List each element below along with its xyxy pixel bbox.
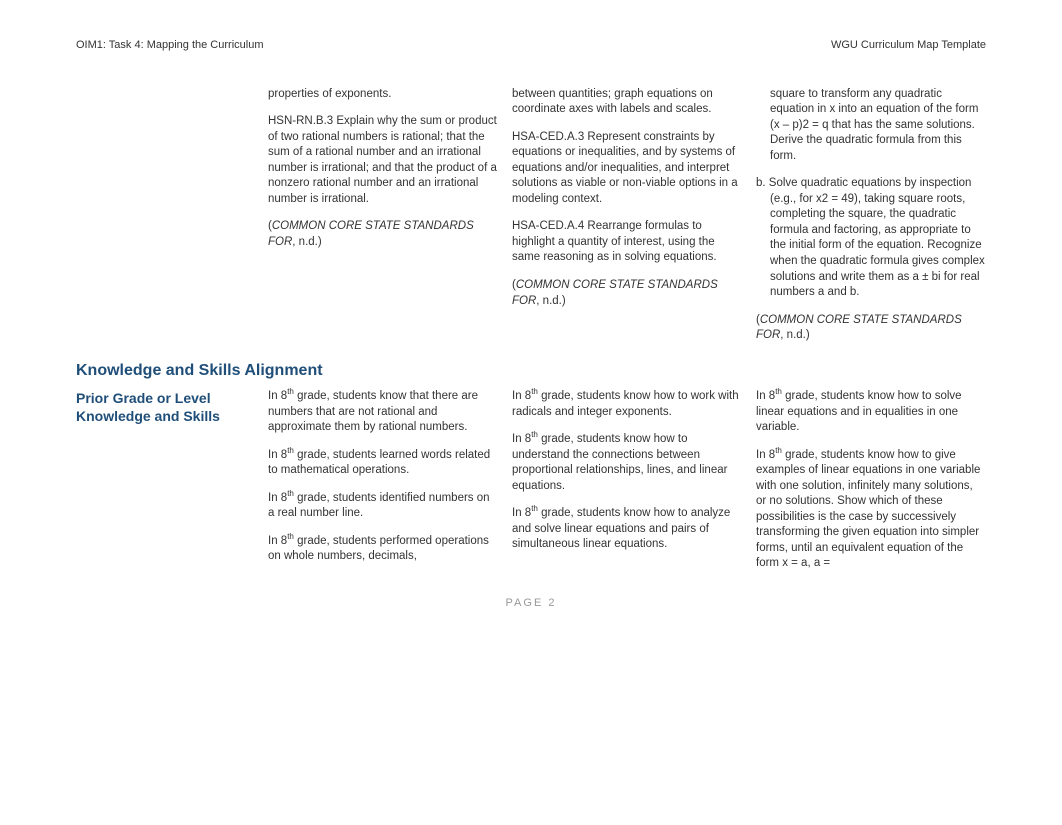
body-text: b. Solve quadratic equations by inspecti…: [756, 176, 986, 300]
page-header: OIM1: Task 4: Mapping the Curriculum WGU…: [76, 38, 986, 53]
body-text: In 8th grade, students know how to analy…: [512, 506, 742, 553]
header-left: OIM1: Task 4: Mapping the Curriculum: [76, 38, 263, 53]
body-text: In 8th grade, students performed operati…: [268, 534, 498, 565]
body-text: HSN-RN.B.3 Explain why the sum or produc…: [268, 114, 498, 207]
body-text: In 8th grade, students identified number…: [268, 491, 498, 522]
citation-close: , n.d.): [780, 329, 809, 341]
body-text: In 8th grade, students know how to work …: [512, 389, 742, 420]
standards-col-1: properties of exponents. HSN-RN.B.3 Expl…: [268, 87, 498, 344]
prior-knowledge-columns: In 8th grade, students know that there a…: [268, 389, 986, 572]
prior-col-2: In 8th grade, students know how to work …: [512, 389, 742, 572]
body-text: In 8th grade, students learned words rel…: [268, 448, 498, 479]
citation-close: , n.d.): [292, 236, 321, 248]
prior-col-1: In 8th grade, students know that there a…: [268, 389, 498, 572]
citation: (COMMON CORE STATE STANDARDS FOR, n.d.): [756, 313, 986, 344]
body-text: HSA-CED.A.4 Rearrange formulas to highli…: [512, 219, 742, 266]
citation-close: , n.d.): [536, 295, 565, 307]
body-text: In 8th grade, students know how to solve…: [756, 389, 986, 436]
page: OIM1: Task 4: Mapping the Curriculum WGU…: [0, 0, 1062, 572]
prior-col-3: In 8th grade, students know how to solve…: [756, 389, 986, 572]
standards-col-2: between quantities; graph equations on c…: [512, 87, 742, 344]
body-text: between quantities; graph equations on c…: [512, 87, 742, 118]
body-text: HSA-CED.A.3 Represent constraints by equ…: [512, 130, 742, 208]
citation: (COMMON CORE STATE STANDARDS FOR, n.d.): [268, 219, 498, 250]
page-number: PAGE 2: [0, 596, 1062, 611]
standards-columns: properties of exponents. HSN-RN.B.3 Expl…: [268, 87, 986, 344]
body-text: properties of exponents.: [268, 87, 498, 103]
body-text: In 8th grade, students know how to under…: [512, 432, 742, 494]
standards-col-3: square to transform any quadratic equati…: [756, 87, 986, 344]
standards-row-label: [76, 87, 256, 344]
prior-knowledge-label: Prior Grade or Level Knowledge and Skill…: [76, 389, 256, 572]
body-text: In 8th grade, students know that there a…: [268, 389, 498, 436]
citation: (COMMON CORE STATE STANDARDS FOR, n.d.): [512, 278, 742, 309]
body-text: In 8th grade, students know how to give …: [756, 448, 986, 572]
section-heading: Knowledge and Skills Alignment: [76, 360, 986, 382]
prior-knowledge-row: Prior Grade or Level Knowledge and Skill…: [76, 389, 986, 572]
standards-row: properties of exponents. HSN-RN.B.3 Expl…: [76, 87, 986, 344]
body-text: square to transform any quadratic equati…: [756, 87, 986, 165]
header-right: WGU Curriculum Map Template: [831, 38, 986, 53]
